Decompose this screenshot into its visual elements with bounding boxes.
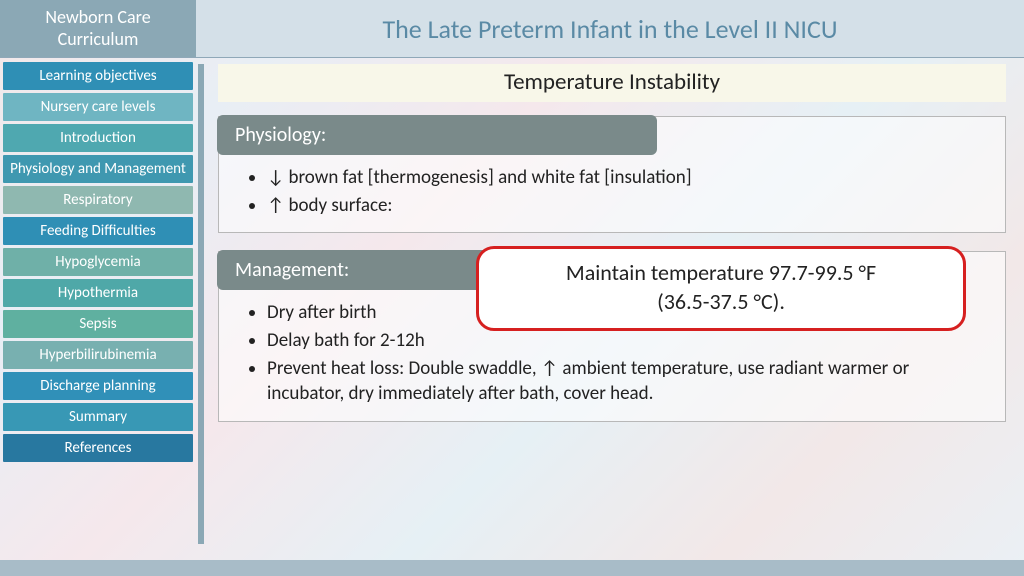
- sidebar-item-references[interactable]: References: [3, 434, 193, 462]
- sidebar-item-introduction[interactable]: Introduction: [3, 124, 193, 152]
- header-left-line2: Curriculum: [58, 28, 139, 50]
- sidebar-item-feeding-difficulties[interactable]: Feeding Difficulties: [3, 217, 193, 245]
- content-block-0: Physiology: ↓ brown fat [thermogenesis] a…: [218, 116, 1006, 233]
- block-header: Physiology:: [217, 115, 657, 155]
- sidebar-item-hypothermia[interactable]: Hypothermia: [3, 279, 193, 307]
- sidebar-item-respiratory[interactable]: Respiratory: [3, 186, 193, 214]
- header-left-line1: Newborn Care: [45, 6, 150, 28]
- callout-line2: (36.5-37.5 °C).: [657, 288, 785, 315]
- sidebar-item-sepsis[interactable]: Sepsis: [3, 310, 193, 338]
- header: Newborn Care Curriculum The Late Preterm…: [0, 0, 1024, 58]
- sidebar: Learning objectives Nursery care levels In…: [0, 58, 196, 558]
- sidebar-item-learning-objectives[interactable]: Learning objectives: [3, 62, 193, 90]
- sidebar-item-summary[interactable]: Summary: [3, 403, 193, 431]
- sidebar-item-hyperbilirubinemia[interactable]: Hyperbilirubinemia: [3, 341, 193, 369]
- sidebar-item-discharge-planning[interactable]: Discharge planning: [3, 372, 193, 400]
- list-item: Delay bath for 2-12h: [267, 328, 981, 354]
- content-area: Temperature Instability Physiology: ↓ bro…: [196, 58, 1024, 558]
- list-item: Prevent heat loss: Double swaddle, ↑ amb…: [267, 356, 981, 407]
- vertical-accent-bar: [198, 64, 204, 544]
- temperature-callout: Maintain temperature 97.7-99.5 °F (36.5-…: [476, 246, 966, 331]
- block-list: ↓ brown fat [thermogenesis] and white fa…: [219, 157, 1005, 222]
- list-item: ↑ body surface:: [267, 193, 981, 219]
- section-title: Temperature Instability: [218, 64, 1006, 102]
- body: Learning objectives Nursery care levels In…: [0, 58, 1024, 558]
- footer-bar: [0, 560, 1024, 576]
- sidebar-item-nursery-care-levels[interactable]: Nursery care levels: [3, 93, 193, 121]
- sidebar-item-physiology-and-management[interactable]: Physiology and Management: [3, 155, 193, 183]
- header-left: Newborn Care Curriculum: [0, 0, 196, 57]
- callout-line1: Maintain temperature 97.7-99.5 °F: [566, 259, 876, 286]
- sidebar-item-hypoglycemia[interactable]: Hypoglycemia: [3, 248, 193, 276]
- header-title: The Late Preterm Infant in the Level II …: [196, 0, 1024, 57]
- list-item: ↓ brown fat [thermogenesis] and white fa…: [267, 165, 981, 191]
